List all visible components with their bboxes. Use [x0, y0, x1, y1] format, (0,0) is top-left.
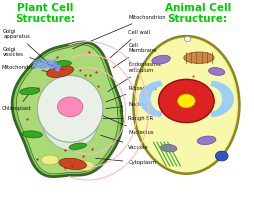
Circle shape: [184, 36, 191, 42]
Ellipse shape: [22, 131, 42, 138]
Ellipse shape: [133, 36, 240, 174]
Ellipse shape: [76, 161, 94, 171]
Circle shape: [158, 79, 214, 123]
Ellipse shape: [40, 75, 101, 150]
Ellipse shape: [69, 143, 86, 149]
Text: Chloroplast: Chloroplast: [2, 95, 32, 111]
Text: Cytoplasm: Cytoplasm: [96, 158, 156, 165]
Text: Nucleus: Nucleus: [106, 102, 149, 109]
Text: Endoplasmic
reticulum: Endoplasmic reticulum: [108, 62, 162, 92]
Polygon shape: [12, 42, 122, 177]
Text: Golgi
vesicles: Golgi vesicles: [3, 47, 55, 67]
Ellipse shape: [184, 52, 214, 63]
Text: Plant Cell
Structure:: Plant Cell Structure:: [15, 3, 75, 24]
Ellipse shape: [59, 158, 86, 169]
Circle shape: [178, 94, 195, 108]
Ellipse shape: [46, 66, 74, 77]
Polygon shape: [16, 45, 118, 174]
Text: Golgi
apparatus: Golgi apparatus: [3, 29, 48, 63]
Text: Rough ER: Rough ER: [103, 116, 153, 121]
Text: Ribosomes: Ribosomes: [106, 86, 157, 102]
Circle shape: [53, 64, 57, 67]
Ellipse shape: [152, 55, 170, 64]
Text: Cell
Membrane: Cell Membrane: [113, 43, 157, 68]
Text: Cell wall: Cell wall: [110, 30, 150, 58]
Ellipse shape: [136, 38, 237, 172]
Text: Animal Cell
Structure:: Animal Cell Structure:: [165, 3, 231, 24]
Circle shape: [57, 65, 61, 68]
Ellipse shape: [20, 88, 40, 95]
Ellipse shape: [41, 155, 59, 165]
Text: Mitochondria: Mitochondria: [2, 65, 52, 72]
Ellipse shape: [37, 75, 103, 142]
Text: Mitochondrion: Mitochondrion: [73, 15, 166, 49]
Text: Vacuole: Vacuole: [101, 135, 149, 150]
Text: Nucleolus: Nucleolus: [85, 108, 154, 135]
Ellipse shape: [197, 136, 216, 145]
Ellipse shape: [54, 61, 71, 67]
Ellipse shape: [161, 144, 177, 152]
Ellipse shape: [209, 68, 225, 75]
Circle shape: [215, 151, 228, 161]
Circle shape: [56, 68, 59, 71]
Circle shape: [58, 97, 83, 117]
